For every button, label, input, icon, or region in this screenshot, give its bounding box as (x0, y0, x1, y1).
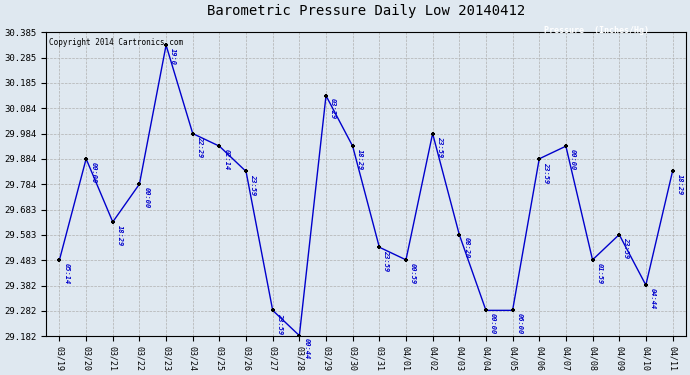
Point (560, 143, 571, 149)
Text: 19:0: 19:0 (170, 48, 176, 65)
Text: 01:59: 01:59 (597, 262, 602, 284)
Text: 18:29: 18:29 (117, 225, 123, 246)
Point (534, 156, 545, 162)
Point (294, 333, 305, 339)
Text: 04:44: 04:44 (650, 288, 656, 309)
Point (613, 232, 624, 238)
Text: 00:00: 00:00 (490, 313, 496, 334)
Text: 06:00: 06:00 (517, 313, 523, 334)
Point (81, 156, 92, 162)
Text: 00:59: 00:59 (410, 262, 416, 284)
Point (54, 257, 65, 263)
Point (320, 93, 331, 99)
Point (187, 130, 198, 136)
Point (107, 219, 118, 225)
Point (134, 181, 145, 187)
Text: 22:29: 22:29 (197, 136, 203, 158)
Text: 00:00: 00:00 (90, 162, 97, 183)
Point (640, 282, 651, 288)
Text: 23:59: 23:59 (250, 174, 256, 195)
Text: 03:29: 03:29 (331, 99, 336, 120)
Text: 00:00: 00:00 (144, 187, 150, 208)
Point (374, 244, 385, 250)
Point (427, 130, 438, 136)
Point (454, 232, 465, 238)
Point (347, 143, 358, 149)
Text: 23:59: 23:59 (384, 250, 389, 271)
Point (667, 168, 678, 174)
Text: Copyright 2014 Cartronics.com: Copyright 2014 Cartronics.com (50, 38, 184, 47)
Point (241, 168, 252, 174)
Text: 23:59: 23:59 (277, 313, 283, 334)
Text: 08:20: 08:20 (464, 237, 469, 259)
Text: 18:29: 18:29 (357, 149, 363, 170)
Point (587, 257, 598, 263)
Text: 02:14: 02:14 (224, 149, 230, 170)
Text: 23:59: 23:59 (623, 237, 629, 259)
Text: 23:59: 23:59 (437, 136, 443, 158)
Point (161, 42, 172, 48)
Text: 00:44: 00:44 (304, 338, 310, 360)
Point (400, 257, 411, 263)
Text: 00:00: 00:00 (570, 149, 576, 170)
Text: 23:59: 23:59 (544, 162, 549, 183)
Point (480, 308, 491, 314)
Title: Barometric Pressure Daily Low 20140412: Barometric Pressure Daily Low 20140412 (207, 4, 525, 18)
Point (214, 143, 225, 149)
Point (507, 308, 518, 314)
Text: 18:29: 18:29 (677, 174, 682, 195)
Point (267, 308, 278, 314)
Text: 05:14: 05:14 (63, 262, 70, 284)
